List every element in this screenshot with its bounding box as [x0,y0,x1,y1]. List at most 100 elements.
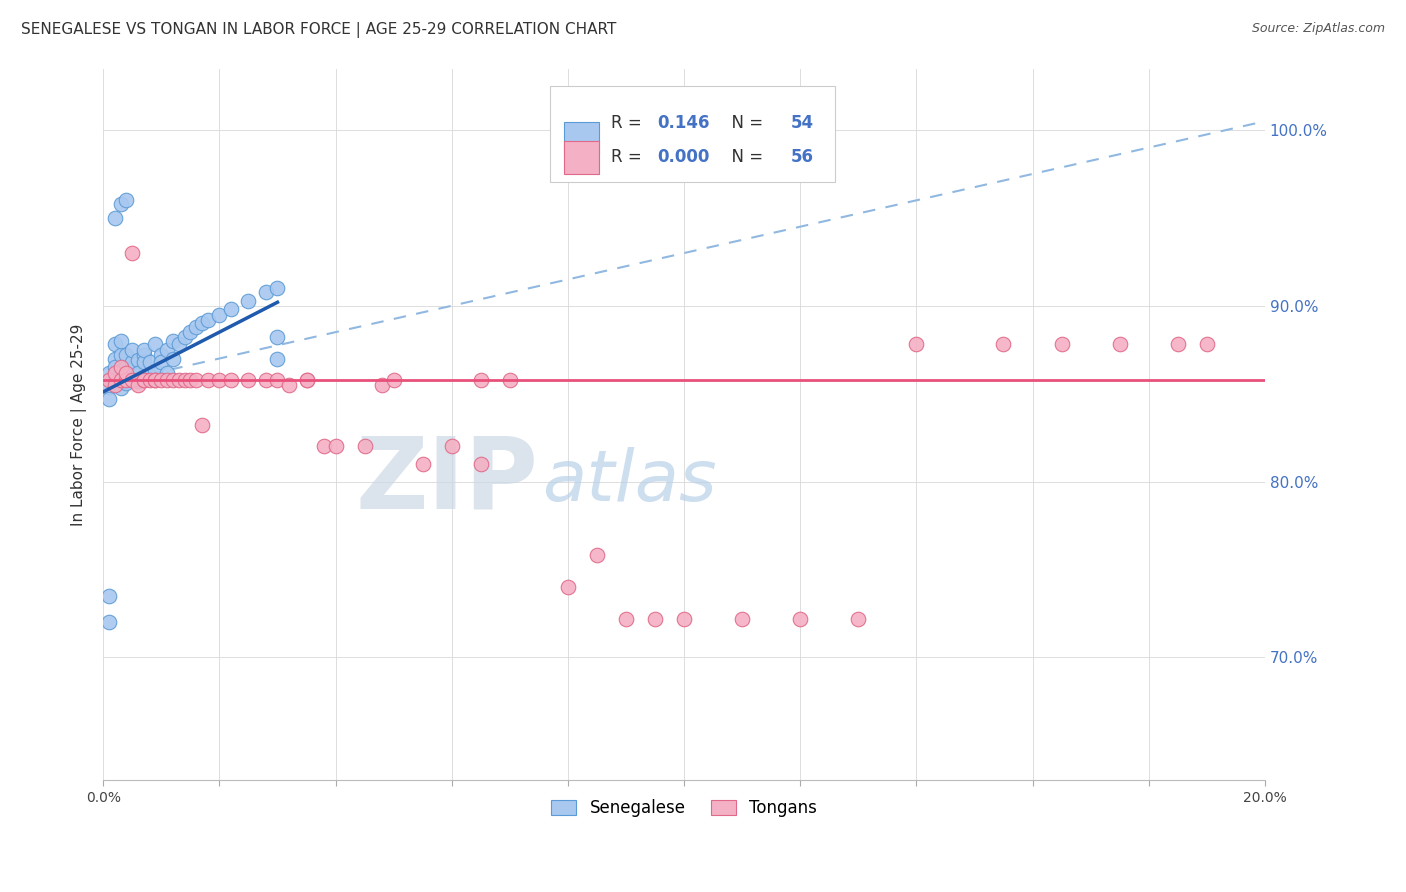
Point [150,355,173,369]
Point [145,373,167,387]
Point [993,337,1015,351]
Point [156,366,179,380]
Point [104,366,127,380]
Point [162,373,184,387]
Point [132,355,155,369]
Text: R =: R = [610,148,647,167]
Point [219,373,242,387]
Point [121,246,143,260]
Point [110,348,132,362]
Text: Source: ZipAtlas.com: Source: ZipAtlas.com [1251,22,1385,36]
Text: N =: N = [721,114,769,132]
Point [499,373,522,387]
Point [470,373,492,387]
Point [110,364,132,378]
Point [312,439,335,453]
Point [104,377,127,392]
Point [167,337,190,351]
Point [325,439,347,453]
Point [127,366,149,380]
Point [138,369,160,384]
Point [104,211,127,225]
Point [98,589,121,603]
Point [295,373,318,387]
Text: atlas: atlas [543,447,717,516]
Point [208,373,231,387]
Point [145,373,167,387]
Point [1108,337,1130,351]
Text: 56: 56 [792,148,814,167]
Point [266,281,288,295]
Point [104,360,127,375]
Point [254,285,277,299]
Point [238,293,260,308]
Text: N =: N = [721,148,769,167]
Point [789,612,811,626]
Point [127,377,149,392]
Point [382,373,405,387]
Bar [564,141,599,174]
Point [115,366,138,380]
Point [278,377,301,392]
Point [162,334,184,348]
Point [121,355,143,369]
Point [371,377,394,392]
Point [145,364,167,378]
Point [470,457,492,471]
Point [846,612,869,626]
Text: R =: R = [610,114,647,132]
Point [1167,337,1189,351]
Point [115,369,138,384]
Point [266,351,288,366]
Point [179,373,201,387]
Point [98,392,121,406]
Text: 0.146: 0.146 [658,114,710,132]
Point [110,360,132,375]
Point [110,373,132,387]
Point [673,612,696,626]
Point [179,325,201,339]
Point [115,360,138,375]
Point [353,439,375,453]
Point [104,351,127,366]
Point [127,353,149,368]
Point [186,373,208,387]
Point [121,362,143,376]
Point [1050,337,1073,351]
Point [110,373,132,387]
Point [440,439,463,453]
Point [557,580,579,594]
Point [191,418,214,433]
Point [132,373,155,387]
Point [173,330,195,344]
Point [208,308,231,322]
Point [115,348,138,362]
Point [115,373,138,387]
Point [98,373,121,387]
Point [145,337,167,351]
Point [614,612,637,626]
Point [173,373,195,387]
Point [150,348,173,362]
Point [412,457,434,471]
Point [586,549,609,563]
Point [197,373,219,387]
Point [295,373,318,387]
Point [127,375,149,389]
Text: SENEGALESE VS TONGAN IN LABOR FORCE | AGE 25-29 CORRELATION CHART: SENEGALESE VS TONGAN IN LABOR FORCE | AG… [21,22,616,38]
Point [191,317,214,331]
Bar [564,121,599,154]
Point [1195,337,1218,351]
Point [115,376,138,390]
Point [138,373,160,387]
Point [197,313,219,327]
Point [731,612,754,626]
Point [110,197,132,211]
Legend: Senegalese, Tongans: Senegalese, Tongans [543,790,825,825]
Point [162,351,184,366]
Point [266,330,288,344]
Point [104,373,127,387]
Point [110,334,132,348]
Point [98,366,121,380]
Point [110,381,132,395]
